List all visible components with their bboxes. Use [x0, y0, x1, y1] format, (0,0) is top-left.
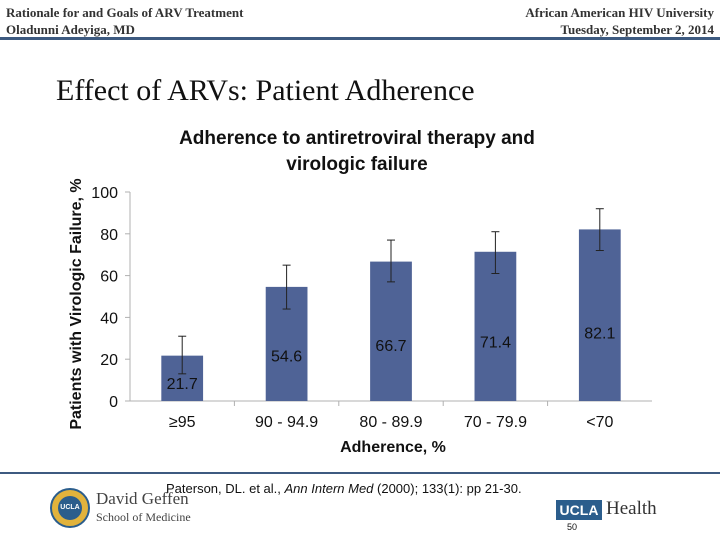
citation-details: (2000); 133(1): pp 21-30.: [373, 481, 522, 496]
bar: [474, 251, 517, 401]
x-tick-label: 90 - 94.9: [255, 414, 318, 431]
school-subtitle: School of Medicine: [96, 510, 191, 524]
slide-title: Effect of ARVs: Patient Adherence: [56, 74, 475, 107]
y-tick-label: 60: [100, 269, 118, 286]
header-left: Rationale for and Goals of ARV Treatment…: [6, 4, 243, 38]
y-tick-label: 20: [100, 352, 118, 369]
chart-title-line1: Adherence to antiretroviral therapy and: [179, 128, 535, 149]
bar-value-label: 54.6: [271, 348, 302, 365]
header-divider: [0, 37, 720, 40]
adherence-bar-chart: Adherence to antiretroviral therapy and …: [68, 128, 652, 456]
footer-divider: [0, 472, 720, 474]
y-tick-label: 80: [100, 227, 118, 244]
y-axis-label: Patients with Virologic Failure, %: [68, 178, 85, 429]
y-tick-label: 40: [100, 310, 118, 327]
bar: [370, 261, 412, 401]
ucla-seal-logo: UCLA: [50, 488, 90, 528]
citation-authors: Paterson, DL. et al.,: [166, 481, 285, 496]
bar: [578, 229, 621, 401]
bar-value-label: 21.7: [167, 376, 198, 393]
chart-title-line2: virologic failure: [286, 154, 427, 175]
x-tick-label: <70: [586, 414, 613, 431]
school-name: David Geffen: [96, 489, 189, 508]
citation-journal: Ann Intern Med: [284, 481, 374, 496]
header-event-name: African American HIV University: [525, 5, 714, 20]
slide-header: Rationale for and Goals of ARV Treatment…: [0, 0, 720, 40]
y-tick-label: 0: [109, 394, 118, 411]
plot-area: 0 20 40 60 80 100 21.7 ≥95 54.6 90 - 94.9 66.7 80 -…: [91, 185, 652, 431]
x-tick-label: 70 - 79.9: [464, 414, 527, 431]
x-axis-label: Adherence, %: [340, 439, 446, 456]
header-date: Tuesday, September 2, 2014: [560, 22, 715, 37]
header-talk-title: Rationale for and Goals of ARV Treatment: [6, 5, 244, 20]
health-wordmark: Health: [606, 498, 657, 519]
x-tick-label: ≥95: [169, 414, 196, 431]
seal-text: UCLA: [58, 496, 82, 520]
bar-value-label: 66.7: [375, 338, 406, 355]
ucla-health-logo: UCLA: [556, 500, 602, 520]
page-number: 50: [567, 522, 578, 532]
header-right: African American HIV University Tuesday,…: [525, 4, 714, 38]
bar-value-label: 82.1: [584, 325, 615, 342]
y-tick-label: 100: [91, 185, 118, 202]
x-tick-label: 80 - 89.9: [359, 414, 422, 431]
bar-value-label: 71.4: [480, 334, 511, 351]
header-presenter: Oladunni Adeyiga, MD: [6, 22, 135, 37]
citation: Paterson, DL. et al., Ann Intern Med (20…: [166, 481, 522, 496]
